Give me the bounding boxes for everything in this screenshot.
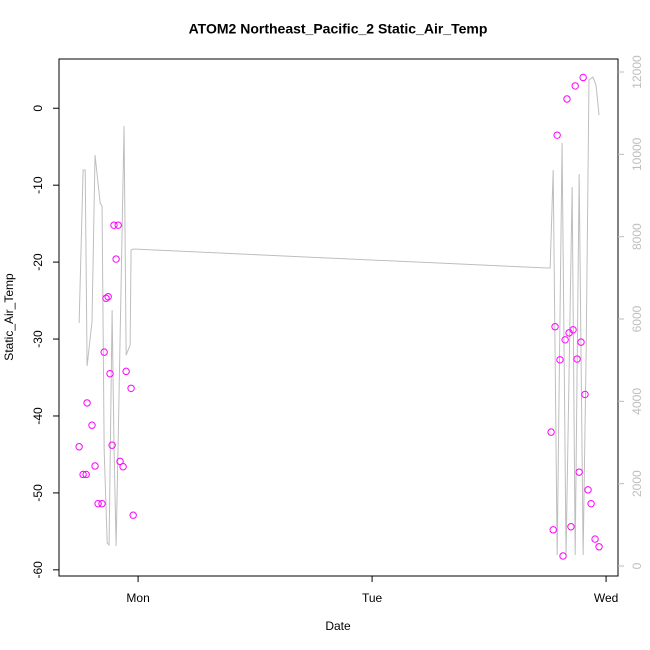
- data-point: [559, 552, 567, 560]
- y-axis-title: Static_Air_Temp: [2, 273, 16, 361]
- y-tick-label: -60: [31, 561, 45, 579]
- y-tick-label: -40: [31, 407, 45, 425]
- data-point: [129, 511, 137, 519]
- data-point: [127, 384, 135, 392]
- data-point: [108, 441, 116, 449]
- data-point: [563, 95, 571, 103]
- data-point: [561, 336, 569, 344]
- data-point: [88, 421, 96, 429]
- y2-tick-label: 8000: [630, 223, 644, 250]
- data-point: [119, 463, 127, 471]
- data-point: [547, 428, 555, 436]
- y2-tick-label: 10000: [630, 137, 644, 171]
- data-point: [553, 131, 561, 139]
- data-point: [98, 499, 106, 508]
- data-point: [573, 355, 581, 363]
- data-point: [75, 443, 83, 451]
- y-tick-label: -30: [31, 330, 45, 348]
- y2-tick-label: 12000: [630, 55, 644, 89]
- data-point: [584, 486, 592, 494]
- data-point: [112, 255, 120, 263]
- data-point: [567, 523, 575, 531]
- x-tick-label: Tue: [362, 591, 383, 605]
- y-tick-label: -50: [31, 484, 45, 502]
- data-point: [571, 82, 579, 90]
- y-tick-label: 0: [31, 105, 45, 112]
- y-tick-label: -10: [31, 176, 45, 194]
- y2-tick-label: 2000: [630, 470, 644, 497]
- y2-tick-label: 6000: [630, 305, 644, 332]
- data-point: [551, 323, 559, 331]
- data-point: [116, 457, 124, 466]
- data-point: [91, 462, 99, 470]
- plot-frame: [58, 58, 619, 577]
- data-point: [100, 348, 108, 356]
- data-point: [110, 221, 118, 229]
- data-point: [122, 367, 130, 376]
- data-point: [595, 543, 603, 551]
- data-point: [575, 468, 583, 476]
- data-point: [549, 526, 557, 534]
- data-point: [102, 294, 110, 302]
- data-point: [82, 470, 90, 479]
- y2-tick-label: 4000: [630, 388, 644, 415]
- data-point: [79, 470, 87, 479]
- data-point: [556, 356, 564, 364]
- data-point: [577, 338, 585, 346]
- x-tick-label: Wed: [594, 591, 618, 605]
- data-point: [579, 73, 587, 82]
- x-tick-label: Mon: [126, 591, 149, 605]
- data-line: [78, 76, 600, 556]
- data-point: [569, 326, 577, 334]
- data-point: [114, 221, 122, 229]
- data-point: [104, 293, 112, 301]
- x-axis-title: Date: [325, 619, 351, 633]
- data-point: [94, 499, 102, 508]
- data-point: [106, 369, 114, 378]
- data-point: [587, 499, 595, 508]
- data-point: [581, 390, 589, 399]
- chart-title: ATOM2 Northeast_Pacific_2 Static_Air_Tem…: [189, 21, 488, 37]
- y-tick-label: -20: [31, 253, 45, 271]
- data-point: [591, 535, 599, 543]
- y2-tick-label: 0: [630, 562, 644, 569]
- data-point: [83, 399, 91, 407]
